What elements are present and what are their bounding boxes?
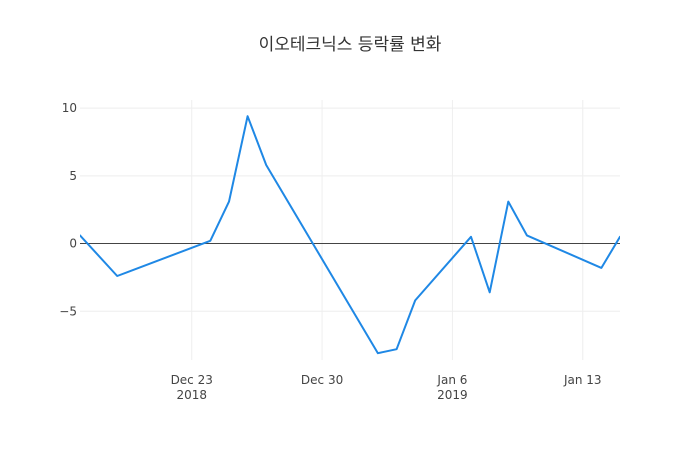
x-tick-label: Jan 13 xyxy=(563,373,602,387)
x-tick-label: Jan 6 xyxy=(436,373,467,387)
y-tick-label: −5 xyxy=(59,304,77,318)
x-tick-label: Dec 30 xyxy=(301,373,343,387)
grid-layer xyxy=(80,100,620,360)
x-tick-year-label: 2018 xyxy=(176,388,207,402)
y-tick-label: 5 xyxy=(69,169,77,183)
x-tick-year-label: 2019 xyxy=(437,388,468,402)
x-tick-label: Dec 23 xyxy=(171,373,213,387)
chart-title: 이오테크닉스 등락률 변화 xyxy=(259,35,442,55)
y-tick-label: 0 xyxy=(69,237,77,251)
y-tick-label: 10 xyxy=(62,101,77,115)
series-line xyxy=(80,115,620,355)
series-layer xyxy=(80,115,620,355)
